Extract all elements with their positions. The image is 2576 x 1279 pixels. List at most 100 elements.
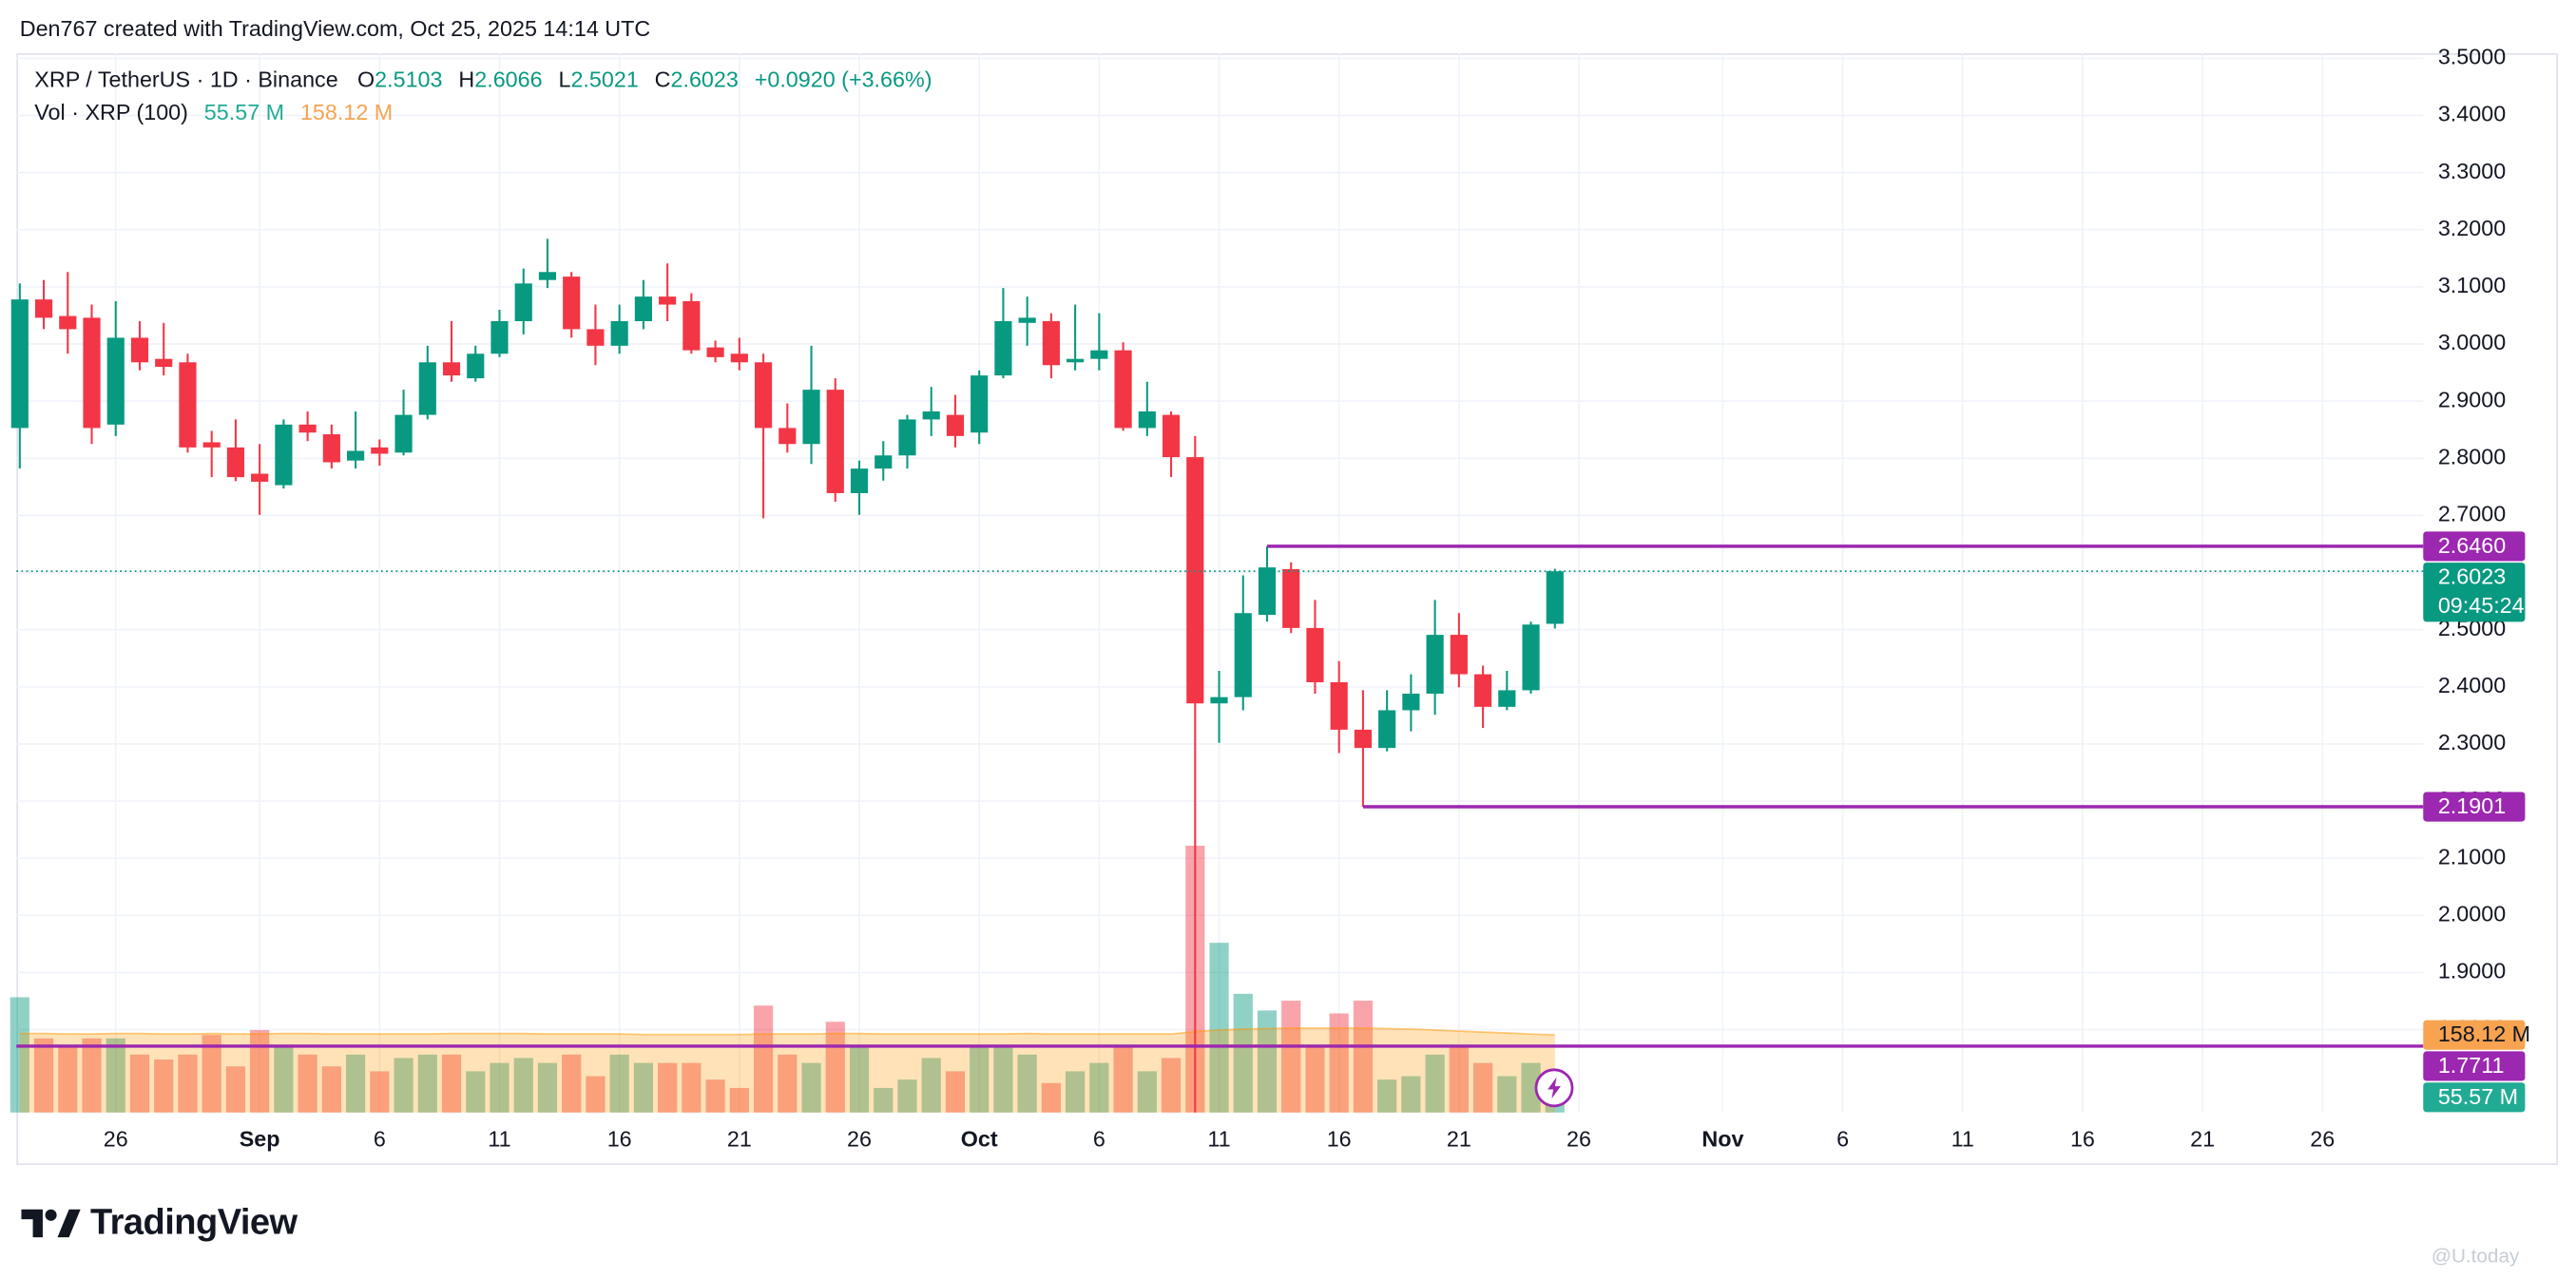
candle-body bbox=[59, 315, 77, 330]
candle-body bbox=[1234, 613, 1252, 697]
candle-body bbox=[1330, 681, 1348, 730]
volume-bar bbox=[874, 1087, 894, 1113]
legend-volume: Vol · XRP (100) 55.57 M 158.12 M bbox=[34, 100, 393, 124]
volume-bar bbox=[225, 1066, 246, 1113]
volume-bar bbox=[202, 1035, 221, 1113]
volume-bar bbox=[129, 1054, 150, 1113]
candle-body bbox=[754, 362, 773, 429]
candle-body bbox=[394, 414, 413, 453]
candle-body bbox=[1426, 635, 1444, 695]
volume-bar bbox=[658, 1062, 678, 1113]
price-tag bbox=[2423, 1020, 2526, 1050]
legend-main: XRP / TetherUS · 1D · Binance O2.5103 H2… bbox=[34, 67, 932, 92]
price-tag-label: 2.1901 bbox=[2438, 793, 2506, 818]
candle-body bbox=[83, 317, 101, 429]
countdown: 09:45:24 bbox=[2438, 593, 2525, 618]
x-tick-label: 6 bbox=[1836, 1126, 1849, 1151]
candle-body bbox=[971, 375, 989, 433]
volume-bar bbox=[1041, 1082, 1061, 1113]
volume-bar bbox=[705, 1079, 725, 1113]
y-tick-label: 2.0000 bbox=[2438, 901, 2506, 926]
volume-value: 55.57 M bbox=[204, 100, 284, 124]
volume-bar bbox=[537, 1062, 558, 1113]
x-tick-label: 16 bbox=[1327, 1126, 1352, 1151]
volume-bar bbox=[633, 1062, 653, 1113]
candle-body bbox=[1378, 710, 1396, 749]
volume-ma-value: 158.12 M bbox=[300, 100, 393, 124]
candle-body bbox=[1474, 674, 1492, 707]
candle-body bbox=[1162, 414, 1181, 458]
y-tick-label: 3.0000 bbox=[2438, 330, 2506, 354]
watermark: @U.today bbox=[2432, 1245, 2520, 1267]
volume-bar bbox=[1017, 1054, 1037, 1113]
candle-body bbox=[514, 283, 532, 321]
legend-open: 2.5103 bbox=[375, 67, 442, 92]
x-tick-label: 21 bbox=[2190, 1126, 2215, 1151]
volume-bar bbox=[1137, 1071, 1157, 1113]
volume-bar bbox=[417, 1054, 437, 1113]
candle-body bbox=[418, 362, 436, 415]
y-tick-label: 2.1000 bbox=[2438, 844, 2506, 869]
volume-bar bbox=[154, 1059, 174, 1113]
candle-body bbox=[1522, 624, 1540, 691]
flash-icon[interactable] bbox=[1534, 1068, 1574, 1108]
price-tag-label: 2.6460 bbox=[2438, 533, 2506, 558]
candle-body bbox=[1210, 697, 1228, 704]
volume-bar bbox=[58, 1046, 78, 1113]
volume-bar bbox=[1472, 1062, 1493, 1113]
volume-bar bbox=[778, 1054, 798, 1113]
candle-body bbox=[1282, 568, 1300, 628]
volume-bar bbox=[682, 1062, 702, 1113]
candle-body bbox=[155, 358, 173, 368]
candles bbox=[10, 239, 1564, 1113]
candle-body bbox=[1018, 317, 1036, 323]
volume-bar bbox=[1113, 1046, 1133, 1113]
legend-change: +0.0920 (+3.66%) bbox=[755, 67, 932, 92]
volume-bar bbox=[921, 1058, 941, 1113]
volume-bar bbox=[586, 1076, 606, 1113]
price-tag bbox=[2423, 1051, 2526, 1081]
candle-body bbox=[347, 450, 365, 461]
volume-bar bbox=[849, 1046, 870, 1113]
x-tick-label: 21 bbox=[1447, 1126, 1471, 1151]
x-tick-label: 6 bbox=[1093, 1126, 1105, 1151]
volume-bar bbox=[466, 1071, 486, 1113]
volume-bar bbox=[1257, 1010, 1278, 1113]
candle-body bbox=[442, 362, 461, 376]
y-tick-label: 2.3000 bbox=[2438, 730, 2506, 754]
x-tick-label: 26 bbox=[104, 1126, 128, 1151]
legend-letter: L bbox=[558, 67, 570, 92]
y-tick-label: 2.7000 bbox=[2438, 502, 2506, 526]
candle-body bbox=[1450, 635, 1468, 675]
volume-bar bbox=[106, 1038, 125, 1113]
volume-bar bbox=[82, 1038, 102, 1113]
volume-bar bbox=[441, 1054, 462, 1113]
x-tick-label: 26 bbox=[2310, 1126, 2335, 1151]
candle-body bbox=[467, 353, 485, 379]
price-tag-label: 158.12 M bbox=[2438, 1021, 2530, 1046]
chart-frame bbox=[16, 52, 2558, 1166]
candle-body bbox=[130, 337, 149, 363]
candle-body bbox=[1114, 350, 1132, 429]
y-tick-label: 3.5000 bbox=[2438, 45, 2506, 69]
volume-bar bbox=[1233, 993, 1253, 1113]
candle-body bbox=[179, 362, 197, 448]
volume-bar bbox=[250, 1030, 270, 1113]
x-tick-label: Nov bbox=[1701, 1126, 1743, 1151]
candle-body bbox=[10, 299, 29, 429]
candle-body bbox=[371, 447, 389, 454]
x-tick-label: 6 bbox=[374, 1126, 386, 1151]
legend-letter: H bbox=[458, 67, 474, 92]
y-tick-label: 3.4000 bbox=[2438, 102, 2506, 126]
x-tick-label: 11 bbox=[1207, 1126, 1230, 1151]
candle-body bbox=[994, 320, 1012, 376]
candle-body bbox=[322, 434, 340, 463]
volume-bar bbox=[609, 1054, 629, 1113]
price-tag-label: 55.57 M bbox=[2438, 1084, 2518, 1109]
brand-logo bbox=[21, 1209, 81, 1238]
candle-body bbox=[1306, 627, 1324, 682]
x-tick-label: 26 bbox=[847, 1126, 872, 1151]
candle-body bbox=[946, 414, 965, 436]
